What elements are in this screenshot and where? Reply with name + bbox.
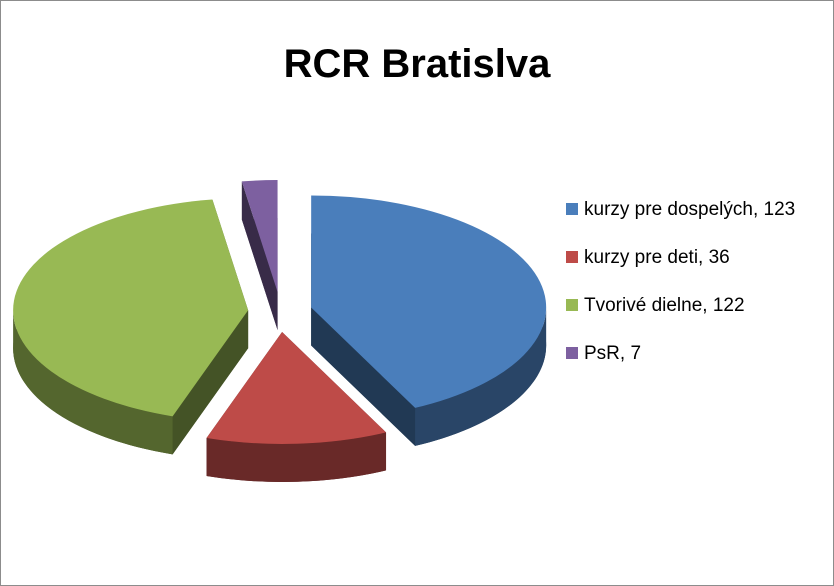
legend-swatch [566, 251, 578, 263]
legend-entry: kurzy pre dospelých, 123 [566, 194, 816, 225]
legend-label: PsR, 7 [584, 343, 642, 364]
slice-side [311, 307, 416, 446]
legend-label: Tvorivé dielne, 122 [584, 295, 745, 316]
slice [206, 331, 387, 444]
legend-label: kurzy pre deti, 36 [584, 247, 730, 268]
slice [241, 180, 278, 293]
slice-side [241, 181, 278, 331]
legend-swatch [566, 347, 578, 359]
legend-entry: Tvorivé dielne, 122 [566, 290, 816, 321]
chart-title: RCR Bratislva [283, 42, 551, 86]
slice-wall [13, 310, 173, 455]
slice-wall [206, 432, 387, 482]
legend-swatch [566, 203, 578, 215]
legend-entry: kurzy pre deti, 36 [566, 242, 816, 273]
legend-entry: PsR, 7 [566, 338, 816, 369]
slice-wall [415, 307, 547, 446]
slice-side [172, 310, 249, 455]
slice [13, 199, 249, 417]
slice [311, 195, 547, 408]
legend-swatch [566, 299, 578, 311]
legend: kurzy pre dospelých, 123 kurzy pre deti, … [566, 194, 816, 386]
legend-label: kurzy pre dospelých, 123 [584, 199, 796, 220]
